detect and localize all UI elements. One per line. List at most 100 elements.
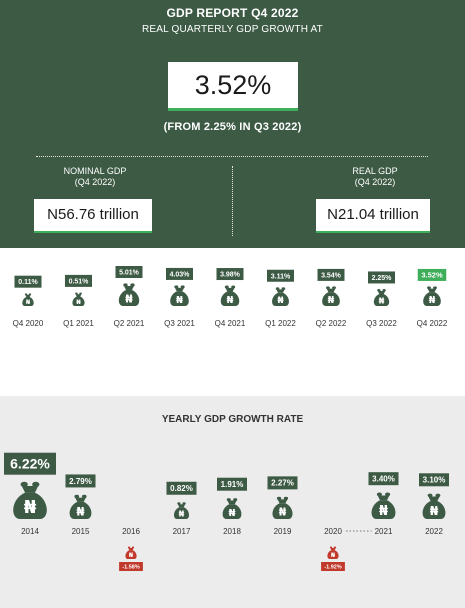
year-tick-label: 2017 <box>173 527 191 536</box>
quarter-tick-label: Q3 2021 <box>164 319 195 328</box>
year-tick-label: 2018 <box>223 527 241 536</box>
naira-sign: ₦ <box>379 504 388 519</box>
quarter-bag-icon: ₦ <box>220 285 240 306</box>
quarter-value-label-box <box>65 274 92 287</box>
report-title: GDP REPORT Q4 2022 <box>166 6 299 20</box>
naira-sign: ₦ <box>129 552 134 559</box>
negative-value-label-box <box>119 562 143 571</box>
year-tick-label: 2020 <box>324 527 342 536</box>
quarter-bag-icon: ₦ <box>72 292 85 306</box>
real-gdp-label-block: REAL GDP (Q4 2022) <box>318 166 432 188</box>
naira-sign: ₦ <box>179 508 185 518</box>
quarter-value-label-box <box>417 268 447 281</box>
real-gdp-label: REAL GDP <box>352 166 398 176</box>
naira-sign: ₦ <box>277 296 284 306</box>
negative-value-label-box <box>321 562 345 571</box>
nominal-gdp-period: (Q4 2022) <box>74 177 116 187</box>
year-bag-icon: ₦ <box>69 494 92 519</box>
quarter-bag-icon: ₦ <box>22 293 34 306</box>
year-value-label: 2.79% <box>69 477 92 486</box>
naira-sign: ₦ <box>76 298 81 306</box>
quarter-value-label: 2.25% <box>372 275 393 282</box>
quarter-bag-icon: ₦ <box>423 286 441 306</box>
quarter-bag-icon: ₦ <box>118 283 140 306</box>
year-value-label-box <box>65 474 96 488</box>
report-subtitle: REAL QUARTERLY GDP GROWTH AT <box>141 24 323 35</box>
naira-sign: ₦ <box>227 295 234 306</box>
year-value-label-box <box>4 452 56 475</box>
year-tick-label: 2016 <box>122 527 140 536</box>
quarter-tick-label: Q4 2020 <box>13 319 44 328</box>
year-value-label-box <box>267 476 298 490</box>
naira-sign: ₦ <box>228 508 235 519</box>
year-value-label: 6.22% <box>10 456 50 472</box>
quarter-value-label: 3.52% <box>421 271 443 280</box>
summary-panel: GDP REPORT Q4 2022 REAL QUARTERLY GDP GR… <box>0 0 465 248</box>
headline-growth-value: 3.52% <box>168 62 298 111</box>
year-bag-icon: ₦ <box>222 498 242 519</box>
previous-quarter-note: (FROM 2.25% IN Q3 2022) <box>163 121 302 133</box>
year-tick-label: 2021 <box>375 527 393 536</box>
year-bag-icon: ₦ <box>422 493 446 519</box>
year-value-label-box <box>166 481 197 495</box>
naira-sign: ₦ <box>279 506 287 519</box>
nominal-gdp-value: N56.76 trillion <box>34 199 152 233</box>
quarter-value-label-box <box>368 271 395 284</box>
year-value-label: 2.27% <box>271 479 294 488</box>
naira-sign: ₦ <box>430 504 439 518</box>
year-value-label: 0.82% <box>170 484 193 493</box>
year-tick-label: 2015 <box>72 527 90 536</box>
quarter-bag-icon: ₦ <box>373 289 390 306</box>
quarter-value-label-box <box>14 275 42 288</box>
divider-vertical <box>232 166 233 236</box>
naira-sign: ₦ <box>331 552 336 559</box>
quarter-value-label: 0.11% <box>18 279 38 286</box>
year-bag-icon: ₦ <box>173 502 190 519</box>
quarter-value-label-box <box>267 269 294 282</box>
quarter-tick-label: Q1 2022 <box>265 319 296 328</box>
real-gdp-period: (Q4 2022) <box>354 177 396 187</box>
negative-value-label: -1.58% <box>122 564 140 570</box>
naira-sign: ₦ <box>76 504 84 518</box>
naira-sign: ₦ <box>24 497 37 518</box>
quarter-value-label: 3.54% <box>321 272 342 279</box>
divider-horizontal <box>36 156 428 157</box>
year-bag-icon: ₦ <box>272 496 293 519</box>
year-bag-icon: ₦ <box>13 481 47 519</box>
quarter-bag-icon: ₦ <box>272 287 289 306</box>
year-bag-icon: ₦ <box>371 492 396 519</box>
year-tick-label: 2014 <box>21 527 39 536</box>
nominal-gdp-label-block: NOMINAL GDP (Q4 2022) <box>36 166 154 188</box>
quarter-value-label-box <box>166 267 193 280</box>
year-value-label: 3.10% <box>423 476 446 485</box>
year-tick-label: 2019 <box>274 527 292 536</box>
naira-sign: ₦ <box>328 295 335 306</box>
year-value-label: 3.40% <box>372 475 395 484</box>
quarter-tick-label: Q2 2022 <box>316 319 347 328</box>
quarter-bag-icon: ₦ <box>170 285 189 306</box>
quarter-tick-label: Q4 2022 <box>417 319 448 328</box>
negative-value-label: -1.92% <box>324 564 342 570</box>
naira-sign: ₦ <box>125 293 133 306</box>
quarter-value-label-box <box>115 266 143 278</box>
year-value-label: 1.91% <box>221 480 244 489</box>
naira-sign: ₦ <box>379 295 385 305</box>
negative-bag-icon: ₦ <box>327 546 339 559</box>
quarter-value-label: 3.98% <box>220 272 241 279</box>
naira-sign: ₦ <box>429 295 436 306</box>
quarter-tick-label: Q4 2021 <box>215 319 246 328</box>
year-value-label-box <box>217 477 247 491</box>
quarter-value-label-box <box>317 268 345 281</box>
negative-bag-icon: ₦ <box>125 546 137 559</box>
quarter-value-label: 4.03% <box>170 271 191 278</box>
quarter-tick-label: Q3 2022 <box>366 319 397 328</box>
real-gdp-value: N21.04 trillion <box>316 199 430 233</box>
quarter-value-label: 5.01% <box>119 270 140 277</box>
year-value-label-box <box>368 472 399 486</box>
quarter-tick-label: Q2 2021 <box>114 319 145 328</box>
quarter-value-label: 3.11% <box>271 273 291 280</box>
quarter-value-label-box <box>216 268 244 281</box>
naira-sign: ₦ <box>176 295 183 306</box>
quarter-value-label: 0.51% <box>69 278 90 285</box>
